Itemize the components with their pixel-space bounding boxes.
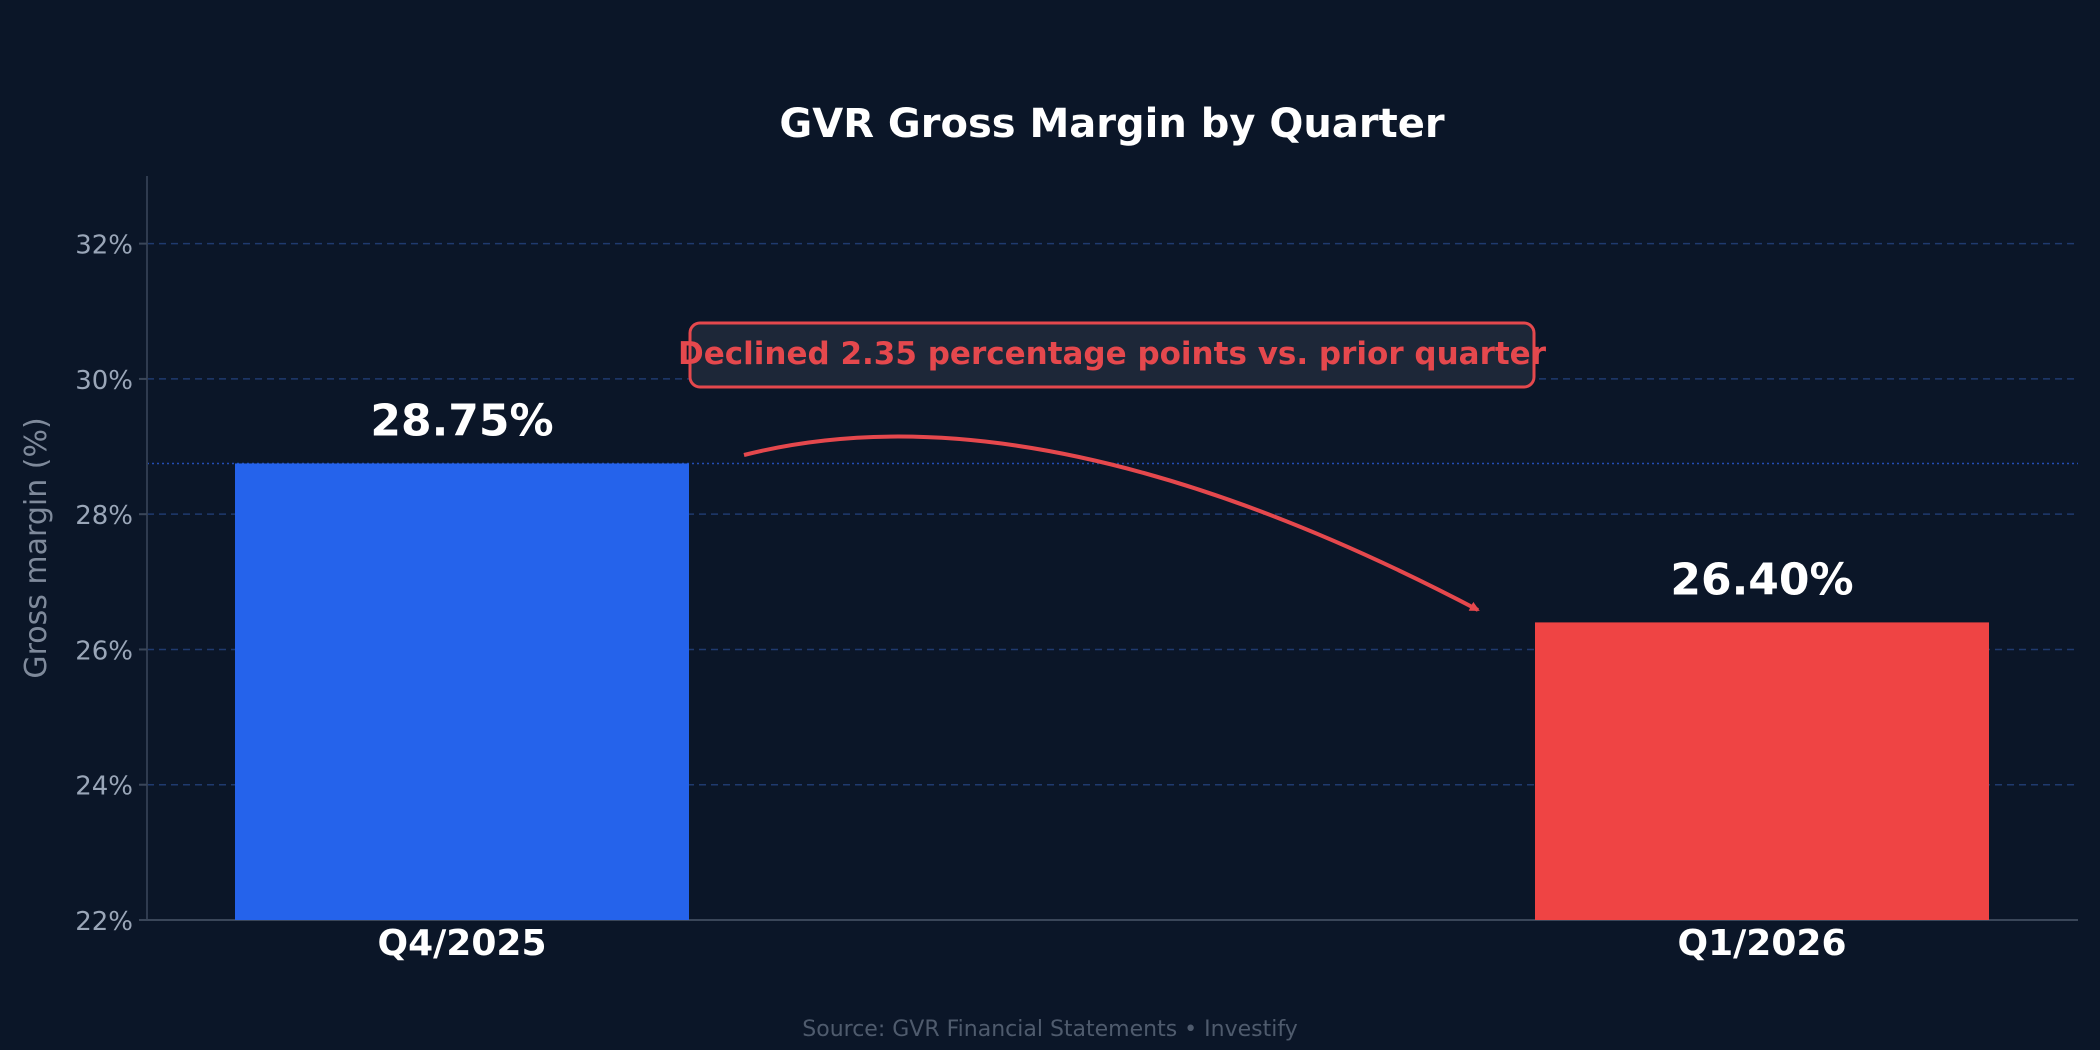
bar-value-labels: 28.75% 26.40% bbox=[370, 395, 1853, 605]
bars bbox=[235, 463, 1989, 920]
category-labels: Q4/2025 Q1/2026 bbox=[378, 923, 1847, 964]
category-label: Q1/2026 bbox=[1678, 923, 1847, 964]
annotation-box: Declined 2.35 percentage points vs. prio… bbox=[678, 321, 1547, 389]
y-tick-label: 24% bbox=[75, 772, 133, 802]
category-label: Q4/2025 bbox=[378, 923, 547, 964]
y-tick-label: 30% bbox=[75, 366, 133, 396]
bar-value-label: 26.40% bbox=[1670, 554, 1853, 605]
y-axis-label: Gross margin (%) bbox=[19, 417, 54, 678]
y-tick-label: 32% bbox=[75, 231, 133, 261]
y-tick-label: 22% bbox=[75, 907, 133, 937]
bar bbox=[1535, 622, 1989, 920]
y-tick-labels: 22% 24% 26% 28% 30% 32% bbox=[75, 231, 147, 937]
y-tick-label: 28% bbox=[75, 501, 133, 531]
y-tick-label: 26% bbox=[75, 636, 133, 666]
chart-title: GVR Gross Margin by Quarter bbox=[779, 101, 1444, 147]
bar-value-label: 28.75% bbox=[370, 395, 553, 446]
bar bbox=[235, 463, 689, 920]
annotation-text: Declined 2.35 percentage points vs. prio… bbox=[678, 336, 1547, 372]
annotation-arrow bbox=[743, 434, 1480, 612]
decline-arrow bbox=[743, 434, 1480, 612]
source-note: Source: GVR Financial Statements • Inves… bbox=[802, 1017, 1297, 1042]
annotation-frame bbox=[688, 321, 1536, 389]
